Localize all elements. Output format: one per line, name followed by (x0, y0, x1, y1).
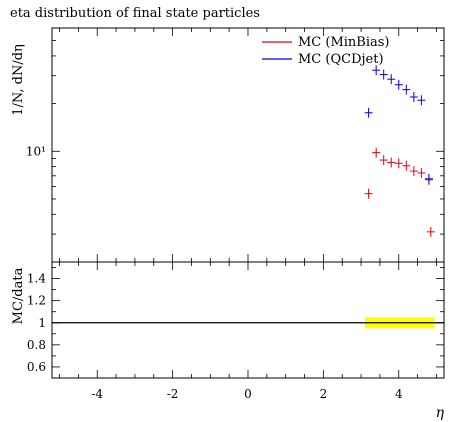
data-point (417, 167, 426, 178)
series-minbias (364, 147, 435, 237)
data-point (387, 74, 396, 85)
chart-title: eta distribution of final state particle… (10, 6, 260, 21)
data-point (417, 95, 426, 106)
legend-label: MC (QCDjet) (298, 52, 384, 67)
main-plot-panel: 10¹ (26, 27, 445, 263)
data-point (409, 166, 418, 177)
x-axis-label: η (436, 405, 445, 421)
data-point (409, 92, 418, 103)
y-tick-label: 10¹ (26, 144, 46, 158)
ratio-y-tick-label: 1 (38, 316, 46, 330)
x-tick-label: -2 (167, 387, 179, 401)
data-point (424, 173, 433, 184)
data-point (364, 107, 373, 118)
data-point (372, 65, 381, 76)
data-point (426, 226, 435, 237)
series-qcdjet (364, 65, 433, 184)
ratio-y-axis-label: MC/data (11, 267, 26, 324)
ratio-y-tick-label: 0.8 (27, 338, 46, 352)
y-axis-label: 1/N, dN/dη (11, 44, 26, 116)
legend-label: MC (MinBias) (298, 35, 390, 50)
ratio-y-tick-label: 1.2 (27, 294, 46, 308)
x-tick-label: 4 (395, 387, 403, 401)
data-point (387, 157, 396, 168)
ratio-y-tick-label: 0.6 (27, 360, 46, 374)
ratio-y-tick-label: 1.4 (27, 272, 46, 286)
data-point (402, 160, 411, 171)
data-point (402, 84, 411, 95)
data-point (372, 147, 381, 158)
data-point (394, 158, 403, 169)
data-point (364, 188, 373, 199)
data-point (379, 155, 388, 166)
ratio-plot-panel: -4 -2 0 2 4 1.4 1.2 1 0.8 0.6 (27, 261, 445, 401)
x-tick-label: 0 (244, 387, 252, 401)
legend: MC (MinBias) MC (QCDjet) (262, 35, 390, 67)
x-tick-label: -4 (91, 387, 103, 401)
data-point (379, 69, 388, 80)
main-plot-frame (51, 27, 445, 263)
data-point (394, 79, 403, 90)
x-tick-label: 2 (320, 387, 328, 401)
